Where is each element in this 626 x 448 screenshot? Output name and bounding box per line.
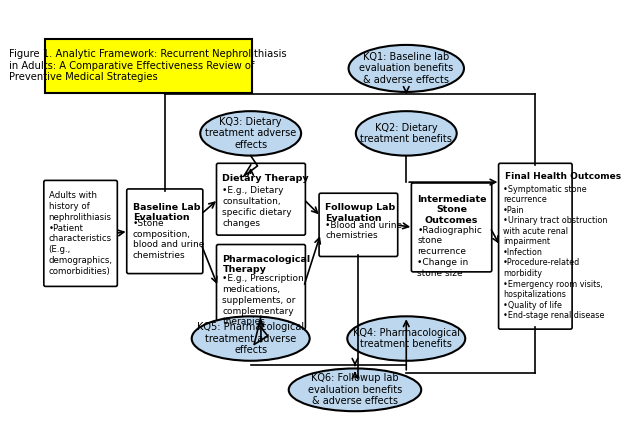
Text: •Stone
composition,
blood and urine
chemistries: •Stone composition, blood and urine chem… [133, 219, 204, 260]
FancyBboxPatch shape [44, 181, 117, 286]
Text: Pharmacological
Therapy: Pharmacological Therapy [222, 255, 310, 274]
Text: Baseline Lab
Evaluation: Baseline Lab Evaluation [133, 202, 200, 222]
Text: KQ3: Dietary
treatment adverse
effects: KQ3: Dietary treatment adverse effects [205, 117, 296, 150]
Text: •Blood and urine
chemistries: •Blood and urine chemistries [325, 220, 402, 240]
FancyBboxPatch shape [217, 245, 305, 329]
FancyBboxPatch shape [217, 164, 305, 235]
Ellipse shape [200, 111, 301, 155]
Text: Adults with
history of
nephrolithiasis
•Patient
characteristics
(E.g.,
demograph: Adults with history of nephrolithiasis •… [49, 191, 113, 276]
Ellipse shape [347, 316, 465, 361]
Text: •Radiographic
stone
recurrence
•Change in
stone size: •Radiographic stone recurrence •Change i… [418, 226, 482, 278]
Text: KQ6: Followup lab
evaluation benefits
& adverse effects: KQ6: Followup lab evaluation benefits & … [308, 373, 402, 406]
FancyBboxPatch shape [411, 183, 492, 272]
Ellipse shape [356, 111, 457, 155]
Text: Intermediate
Stone
Outcomes: Intermediate Stone Outcomes [417, 195, 486, 225]
Text: KQ1: Baseline lab
evaluation benefits
& adverse effects: KQ1: Baseline lab evaluation benefits & … [359, 52, 453, 85]
Text: Dietary Therapy: Dietary Therapy [222, 173, 309, 183]
Text: Followup Lab
Evaluation: Followup Lab Evaluation [325, 203, 395, 223]
Text: KQ4: Pharmacological
treatment benefits: KQ4: Pharmacological treatment benefits [353, 328, 459, 349]
Text: Final Health Outcomes: Final Health Outcomes [505, 172, 621, 181]
FancyBboxPatch shape [498, 164, 572, 329]
Ellipse shape [192, 316, 310, 361]
Text: •E.g., Prescription
medications,
supplements, or
complementary
therapies: •E.g., Prescription medications, supplem… [222, 275, 304, 327]
Text: •E.g., Dietary
consultation,
specific dietary
changes: •E.g., Dietary consultation, specific di… [222, 186, 292, 228]
FancyBboxPatch shape [44, 39, 252, 93]
FancyBboxPatch shape [126, 189, 203, 274]
Ellipse shape [289, 368, 421, 411]
FancyBboxPatch shape [319, 193, 398, 257]
Text: Figure 1. Analytic Framework: Recurrent Nephrolithiasis
in Adults: A Comparative: Figure 1. Analytic Framework: Recurrent … [9, 49, 287, 82]
Text: KQ2: Dietary
treatment benefits: KQ2: Dietary treatment benefits [361, 123, 452, 144]
Text: KQ5: Pharmacological
treatment adverse
effects: KQ5: Pharmacological treatment adverse e… [197, 322, 304, 355]
Text: •Symptomatic stone
recurrence
•Pain
•Urinary tract obstruction
with acute renal
: •Symptomatic stone recurrence •Pain •Uri… [503, 185, 607, 320]
Ellipse shape [349, 45, 464, 92]
